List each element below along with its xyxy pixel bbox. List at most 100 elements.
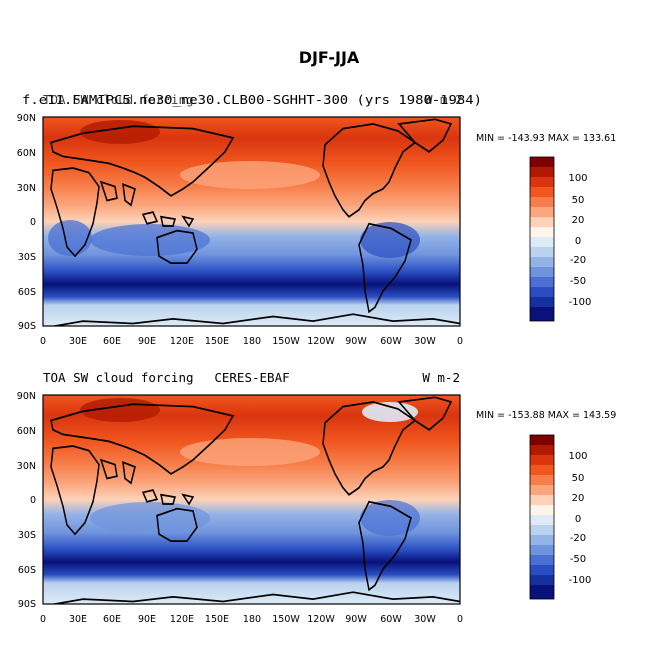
- lat-tick-label: 60S: [18, 565, 36, 576]
- lat-tick-label: 60N: [17, 426, 36, 437]
- lon-tick-label: 30W: [414, 614, 436, 625]
- colorbar-label: 100: [568, 173, 587, 184]
- lon-tick-label: 60W: [380, 614, 402, 625]
- colorbar-swatch: [530, 157, 554, 167]
- panel-left-title: TOA SW cloud forcing: [43, 92, 194, 107]
- colorbar-swatch: [530, 257, 554, 267]
- colorbar-frame: [529, 434, 555, 600]
- colorbar-label: 0: [575, 236, 581, 247]
- lon-tick-label: 90W: [345, 336, 367, 347]
- colorbar-swatch: [530, 455, 554, 465]
- colorbar-swatch: [530, 227, 554, 237]
- colorbar-label: -100: [569, 575, 592, 586]
- field-blob: [180, 161, 320, 189]
- panel-model: f.e11.FAMIPC5.ne30_ne30.CLB00-SGHHT-300 …: [17, 92, 616, 347]
- map-field: [43, 117, 460, 326]
- lat-tick-label: 90S: [18, 321, 36, 332]
- page-title: DJF-JJA: [299, 48, 360, 67]
- lon-tick-label: 90E: [138, 614, 156, 625]
- lon-tick-label: 180: [243, 336, 261, 347]
- panel-units-title: W m-2: [425, 92, 463, 107]
- colorbar-swatch: [530, 267, 554, 277]
- colorbar-swatch: [530, 505, 554, 515]
- colorbar-swatch: [530, 237, 554, 247]
- colorbar-swatch: [530, 177, 554, 187]
- colorbar-swatch: [530, 287, 554, 297]
- map-frame: [42, 116, 461, 327]
- lon-tick-label: 30E: [69, 336, 87, 347]
- lon-tick-label: 30E: [69, 614, 87, 625]
- lat-tick-label: 90N: [17, 113, 36, 124]
- colorbar-swatch: [530, 277, 554, 287]
- colorbar-swatch: [530, 465, 554, 475]
- lat-tick-label: 60N: [17, 148, 36, 159]
- colorbar-swatch: [530, 307, 554, 321]
- lon-tick-label: 0: [457, 336, 463, 347]
- lon-tick-label: 180: [243, 614, 261, 625]
- lat-tick-label: 30N: [17, 461, 36, 472]
- field-blob: [362, 402, 418, 422]
- colorbar-swatch: [530, 545, 554, 555]
- lon-tick-label: 150E: [205, 614, 229, 625]
- field-blob: [48, 220, 92, 256]
- colorbar-swatch: [530, 555, 554, 565]
- panel-left-title: TOA SW cloud forcing: [43, 370, 194, 385]
- colorbar-swatch: [530, 217, 554, 227]
- lon-tick-label: 90W: [345, 614, 367, 625]
- lon-tick-label: 30W: [414, 336, 436, 347]
- colorbar-label: 20: [572, 493, 585, 504]
- min-max-stats: MIN = -153.88 MAX = 143.59: [476, 410, 616, 421]
- lon-tick-label: 0: [40, 336, 46, 347]
- min-max-stats: MIN = -143.93 MAX = 133.61: [476, 133, 616, 144]
- lat-tick-label: 90N: [17, 391, 36, 402]
- colorbar-swatch: [530, 435, 554, 445]
- colorbar-swatch: [530, 485, 554, 495]
- lon-tick-label: 150W: [272, 614, 300, 625]
- lon-tick-label: 0: [457, 614, 463, 625]
- colorbar-swatch: [530, 297, 554, 307]
- lat-tick-label: 90S: [18, 599, 36, 610]
- colorbar-frame: [529, 156, 555, 322]
- field-blob: [90, 224, 210, 256]
- lon-tick-label: 120W: [307, 336, 335, 347]
- lat-tick-label: 0: [30, 495, 36, 506]
- colorbar-label: 0: [575, 514, 581, 525]
- colorbar-swatch: [530, 475, 554, 485]
- lat-axis: 90N 60N 30N 0 30S 60S 90S: [17, 391, 36, 610]
- colorbar-label: -20: [570, 533, 586, 544]
- colorbar-swatch: [530, 575, 554, 585]
- colorbar-label: 50: [572, 195, 585, 206]
- colorbar-swatch: [530, 445, 554, 455]
- colorbar-swatch: [530, 187, 554, 197]
- colorbar-swatch: [530, 247, 554, 257]
- colorbar-label: -50: [570, 276, 586, 287]
- colorbar-label: 50: [572, 473, 585, 484]
- colorbar-swatch: [530, 167, 554, 177]
- lon-tick-label: 120E: [170, 614, 194, 625]
- colorbar-swatch: [530, 585, 554, 599]
- colorbar-label: -20: [570, 255, 586, 266]
- lon-tick-label: 90E: [138, 336, 156, 347]
- colorbar-swatch: [530, 207, 554, 217]
- field-blob: [90, 502, 210, 534]
- lat-axis: 90N 60N 30N 0 30S 60S 90S: [17, 113, 36, 332]
- lat-tick-label: 30S: [18, 252, 36, 263]
- lat-tick-label: 30N: [17, 183, 36, 194]
- panel-units-title: W m-2: [422, 370, 460, 385]
- lon-tick-label: 0: [40, 614, 46, 625]
- colorbar-label: 100: [568, 451, 587, 462]
- colorbar-swatch: [530, 495, 554, 505]
- panel-obs: TOA SW cloud forcing CERES-EBAF W m-2 90…: [17, 370, 616, 625]
- field-blob: [360, 500, 420, 536]
- panel-center-title: f.e11.FAMIPC5.ne30_ne30.CLB00-SGHHT-300 …: [22, 92, 482, 107]
- colorbar-label: -100: [569, 297, 592, 308]
- colorbar: 100 50 20 0 -20 -50 -100: [529, 156, 592, 322]
- colorbar-swatch: [530, 515, 554, 525]
- field-blob: [360, 222, 420, 258]
- lat-tick-label: 60S: [18, 287, 36, 298]
- panel-center-title: CERES-EBAF: [214, 370, 289, 385]
- lon-tick-label: 150E: [205, 336, 229, 347]
- map-field: [43, 395, 460, 604]
- lon-axis: 0 30E 60E 90E 120E 150E 180 150W 120W 90…: [40, 336, 463, 347]
